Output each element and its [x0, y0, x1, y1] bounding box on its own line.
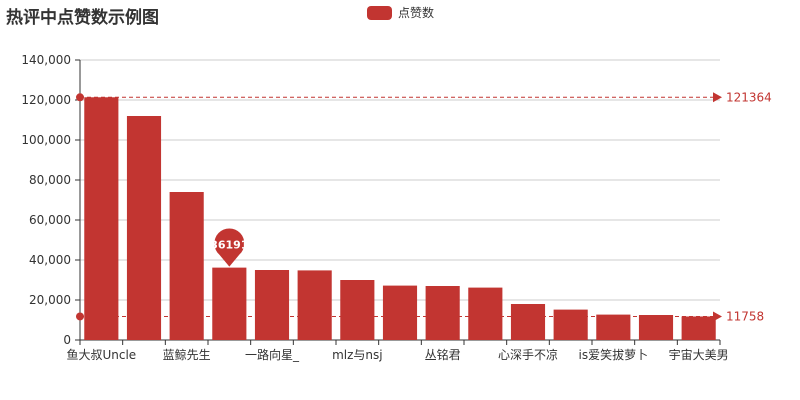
- legend-label: 点赞数: [398, 6, 435, 20]
- mark-point-pin: [214, 228, 245, 267]
- bar[interactable]: [510, 304, 546, 340]
- y-tick-label: 0: [63, 333, 71, 347]
- mark-line-label: 11758: [726, 309, 764, 323]
- bar[interactable]: [340, 280, 375, 340]
- bar[interactable]: [468, 287, 503, 340]
- y-tick-label: 120,000: [21, 93, 71, 107]
- bar[interactable]: [681, 316, 716, 340]
- bar[interactable]: [84, 97, 119, 340]
- legend-swatch: [367, 5, 392, 20]
- y-tick-label: 60,000: [29, 213, 71, 227]
- x-tick-label: 蓝鲸先生: [163, 347, 211, 362]
- x-tick-label: 丛铭君: [425, 347, 461, 362]
- mark-line-label: 121364: [726, 90, 772, 104]
- mark-point-label: 36191: [210, 239, 248, 252]
- bar[interactable]: [553, 309, 588, 340]
- bar[interactable]: [254, 270, 290, 340]
- y-tick-label: 40,000: [29, 253, 71, 267]
- bar[interactable]: [126, 116, 162, 340]
- y-tick-label: 20,000: [29, 293, 71, 307]
- legend[interactable]: 点赞数: [367, 4, 434, 21]
- y-tick-label: 140,000: [21, 53, 71, 67]
- chart-title: 热评中点赞数示例图: [6, 8, 159, 28]
- x-tick-label: 一路向星_: [245, 347, 300, 362]
- x-tick-label: is爱笑拔萝卜: [579, 347, 649, 362]
- y-tick-label: 100,000: [21, 133, 71, 147]
- bar[interactable]: [382, 285, 418, 340]
- bar[interactable]: [169, 192, 204, 340]
- bar[interactable]: [638, 315, 674, 340]
- bar[interactable]: [212, 267, 247, 340]
- mark-line-start-dot: [76, 93, 84, 102]
- y-tick-label: 80,000: [29, 173, 71, 187]
- mark-line-arrow: [713, 92, 722, 103]
- x-tick-label: 宇宙大美男: [669, 347, 729, 362]
- bar[interactable]: [596, 314, 631, 340]
- bar[interactable]: [297, 270, 332, 340]
- x-tick-label: mlz与nsj: [332, 348, 383, 362]
- x-tick-label: 心深手不凉: [498, 347, 558, 362]
- bar[interactable]: [425, 286, 460, 340]
- mark-line-arrow: [713, 311, 722, 322]
- x-tick-label: 鱼大叔Uncle: [66, 348, 136, 362]
- mark-line-start-dot: [76, 312, 84, 321]
